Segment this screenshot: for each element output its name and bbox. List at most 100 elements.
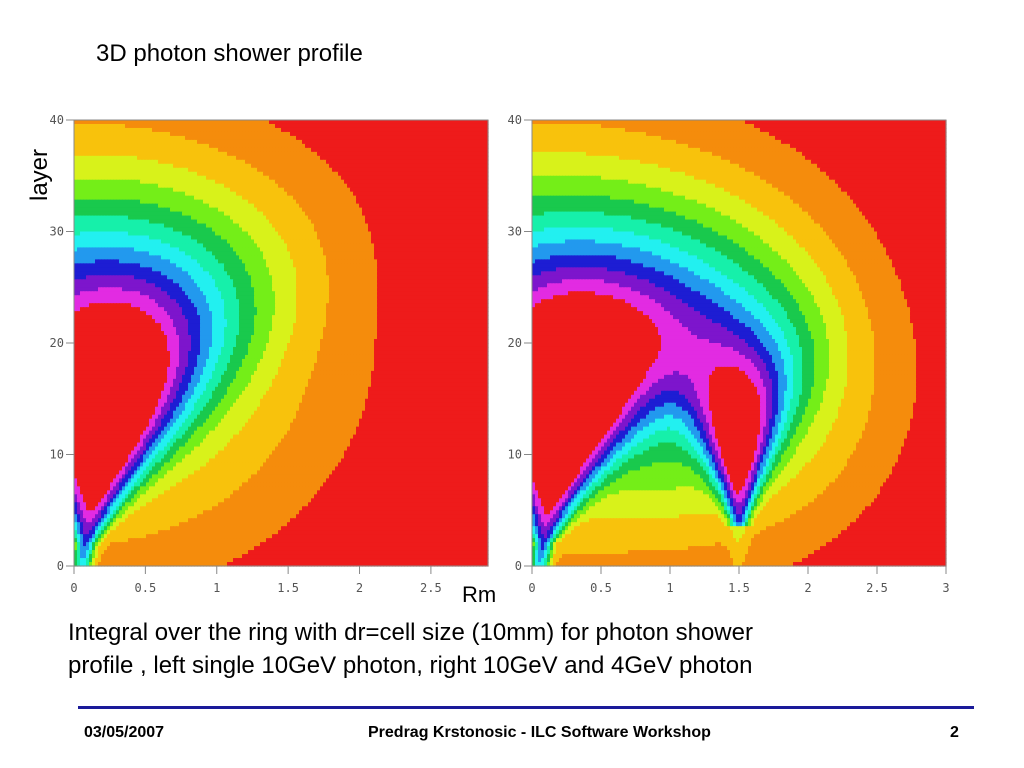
contour-cell [383,259,387,264]
contour-cell [188,120,192,125]
contour-cell [275,255,279,260]
contour-cell [113,131,117,137]
contour-cell [392,147,396,153]
contour-cell [236,227,240,233]
contour-cell [149,259,153,264]
contour-cell [368,183,372,189]
contour-cell [164,151,168,157]
contour-cell [248,239,252,245]
contour-cell [392,223,396,229]
contour-cell [482,231,486,237]
contour-cell [365,159,369,165]
contour-cell [335,179,339,185]
contour-cell [251,123,255,129]
contour-cell [161,195,165,201]
contour-cell [254,207,258,213]
contour-cell [467,223,471,229]
contour-cell [383,139,387,145]
contour-cell [131,151,135,157]
contour-cell [245,171,249,177]
contour-cell [98,123,102,129]
contour-cell [287,127,291,133]
contour-cell [419,127,423,133]
contour-cell [137,195,141,201]
contour-cell [359,127,363,133]
contour-cell [140,211,144,217]
contour-cell [80,127,84,133]
contour-cell [77,207,81,213]
contour-cell [374,147,378,153]
contour-cell [230,187,234,193]
contour-cell [413,251,417,256]
contour-cell [242,175,246,181]
contour-cell [149,247,153,253]
contour-cell [80,195,84,201]
contour-cell [302,251,306,256]
contour-cell [275,211,279,217]
contour-cell [398,215,402,221]
contour-cell [389,120,393,125]
contour-cell [467,207,471,213]
contour-cell [344,159,348,165]
contour-cell [122,143,126,149]
contour-cell [407,171,411,177]
contour-cell [356,183,360,189]
contour-cell [113,179,117,185]
contour-cell [416,223,420,229]
contour-cell [137,179,141,185]
contour-cell [221,151,225,157]
contour-cell [170,207,174,213]
contour-cell [110,199,114,205]
contour-cell [314,203,318,209]
contour-cell [404,215,408,221]
contour-cell [260,195,264,201]
contour-cell [329,127,333,133]
contour-cell [458,239,462,245]
contour-cell [473,187,477,193]
contour-cell [224,120,228,125]
contour-cell [434,163,438,169]
contour-cell [128,167,132,173]
contour-cell [359,179,363,185]
contour-cell [212,183,216,189]
contour-cell [476,143,480,149]
contour-cell [275,235,279,241]
contour-cell [455,171,459,177]
contour-cell [422,235,426,241]
contour-cell [386,239,390,245]
contour-cell [188,167,192,173]
contour-cell [101,227,105,233]
contour-cell [311,135,315,141]
contour-cell [113,175,117,181]
contour-cell [233,219,237,225]
contour-cell [467,167,471,173]
contour-cell [422,147,426,153]
contour-cell [89,187,93,193]
contour-cell [197,227,201,233]
contour-cell [215,183,219,189]
contour-cell [395,135,399,141]
contour-cell [317,147,321,153]
contour-cell [260,135,264,141]
contour-cell [176,187,180,193]
contour-cell [431,143,435,149]
contour-cell [92,151,96,157]
contour-cell [467,235,471,241]
contour-cell [164,175,168,181]
contour-cell [416,211,420,217]
contour-cell [224,219,228,225]
contour-cell [332,203,336,209]
contour-cell [272,120,276,125]
contour-cell [440,215,444,221]
contour-cell [374,155,378,161]
contour-cell [260,219,264,225]
contour-cell [236,191,240,197]
contour-cell [332,247,336,253]
contour-cell [428,239,432,245]
contour-cell [335,235,339,241]
contour-cell [335,259,339,264]
contour-cell [167,235,171,241]
contour-cell [251,187,255,193]
contour-cell [188,255,192,260]
contour-cell [83,135,87,141]
